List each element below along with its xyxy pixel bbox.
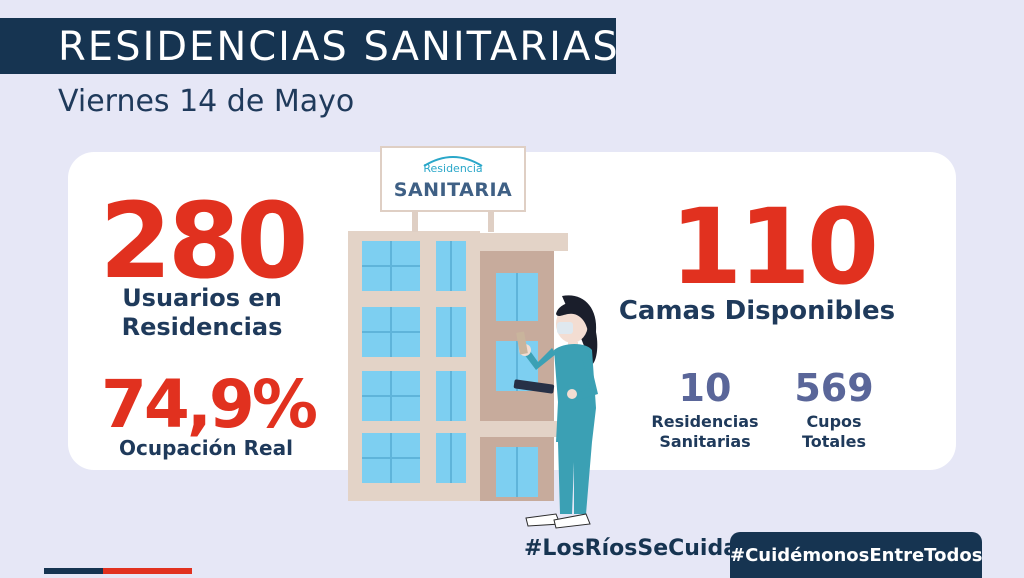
nurse-illustration [513, 295, 598, 529]
residencias-label: Residencias Sanitarias [651, 412, 759, 451]
sign-main-text: SANITARIA [393, 179, 513, 201]
title-banner [0, 18, 616, 74]
date-subtitle: Viernes 14 de Mayo [58, 84, 355, 119]
page-title: RESIDENCIAS SANITARIAS [58, 24, 620, 70]
hashtag-cuidemonos: #CuidémonosEntreTodos [730, 545, 983, 566]
hashtag-losrios: #LosRíosSeCuida [524, 536, 739, 561]
building-illustration [348, 231, 568, 501]
sign-arc-icon [423, 156, 483, 167]
usuarios-label: Usuarios en Residencias [121, 284, 283, 341]
sign-pole-left [412, 212, 418, 232]
hashtag-badge: #CuidémonosEntreTodos [730, 532, 982, 578]
residencias-value: 10 [678, 366, 732, 410]
residencia-sign: Residencia SANITARIA [380, 146, 526, 212]
usuarios-value: 280 [99, 180, 308, 302]
cupos-value: 569 [794, 366, 874, 410]
camas-value: 110 [670, 186, 879, 308]
ocupacion-value: 74,9% [101, 366, 318, 443]
camas-label: Camas Disponibles [618, 296, 896, 326]
cupos-label: Cupos Totales [801, 412, 867, 451]
ocupacion-label: Ocupación Real [119, 436, 293, 460]
bottom-accent-stripe [44, 568, 192, 574]
sign-pole-right [488, 212, 494, 232]
sign-top-text: Residencia [423, 162, 483, 175]
